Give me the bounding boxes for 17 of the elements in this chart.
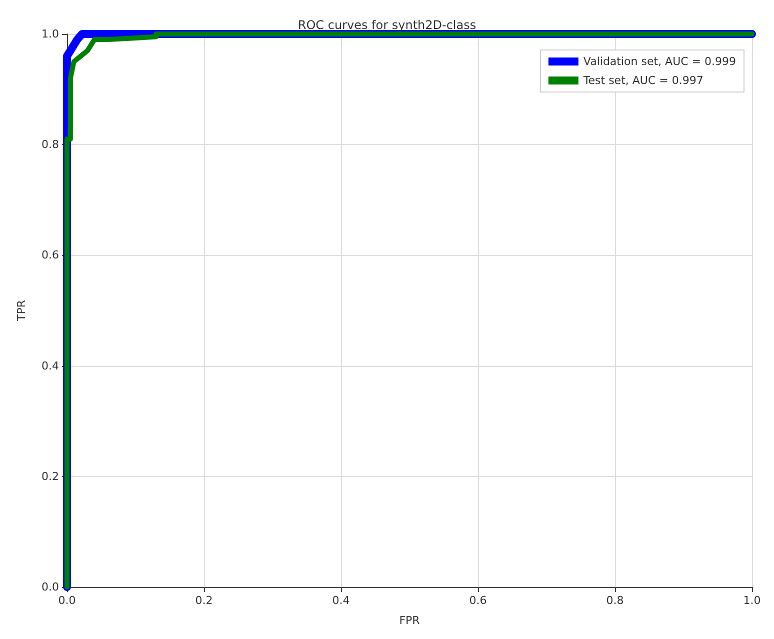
y-tick-label: 0.4 xyxy=(42,359,59,372)
x-tick-label: 0.6 xyxy=(469,594,487,607)
x-axis-title: FPR xyxy=(399,614,420,627)
x-tick-label: 0.2 xyxy=(195,594,213,607)
chart-title: ROC curves for synth2D-class xyxy=(298,18,476,32)
y-axis-title: TPR xyxy=(15,300,28,322)
x-tick-label: 1.0 xyxy=(743,594,761,607)
legend-label: Validation set, AUC = 0.999 xyxy=(583,55,736,68)
y-tick-label: 0.2 xyxy=(42,470,59,483)
x-tick-label: 0.8 xyxy=(606,594,624,607)
x-tick-label: 0.0 xyxy=(58,594,76,607)
y-tick-label: 1.0 xyxy=(42,28,59,40)
y-tick-label: 0.6 xyxy=(42,248,59,262)
x-tick-label: 0.4 xyxy=(332,594,350,607)
y-tick-label: 0.0 xyxy=(42,580,59,594)
y-tick-label: 0.8 xyxy=(42,138,59,152)
legend-label: Test set, AUC = 0.997 xyxy=(582,74,704,87)
